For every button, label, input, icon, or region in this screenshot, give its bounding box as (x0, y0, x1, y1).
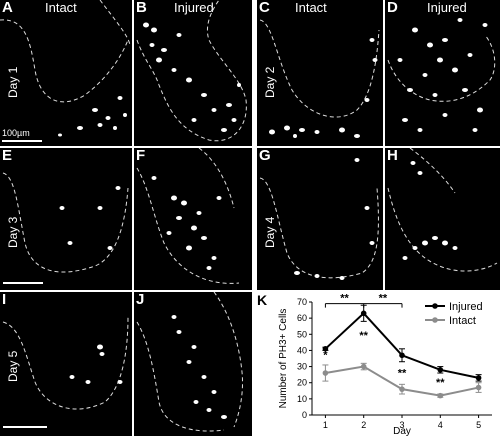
y-tick-label: 30 (297, 362, 307, 372)
data-point (360, 363, 367, 370)
y-tick-label: 70 (297, 297, 307, 307)
y-axis-label: Number of PH3+ Cells (278, 309, 289, 409)
panel-label: I (2, 292, 7, 308)
column-title: Intact (295, 0, 327, 15)
tissue-outline (136, 148, 240, 284)
y-tick-label: 0 (302, 410, 307, 420)
y-tick-label: 60 (297, 313, 307, 323)
panel-b: B Injured (134, 0, 252, 146)
day-label: Day 5 (6, 350, 20, 382)
y-tick-label: 40 (297, 345, 307, 355)
day-label: Day 2 (263, 66, 277, 98)
panel-a: A Intact Day 1 100µm (0, 0, 132, 146)
data-point (475, 375, 482, 381)
panel-h: H (385, 148, 500, 290)
x-axis-label: Day (393, 426, 411, 436)
significance-marker: * (323, 350, 328, 362)
chart-panel-k: K 0 10 20 30 40 50 60 70 1 2 3 4 5 Day Number of PH3+ C… (257, 292, 500, 437)
y-tick-label: 50 (297, 329, 307, 339)
tissue-outline (259, 158, 379, 280)
scale-bar (2, 140, 42, 142)
scale-bar (3, 282, 43, 284)
panel-label: C (259, 0, 270, 16)
data-point (475, 384, 482, 391)
column-title: Injured (174, 0, 214, 15)
tissue-outline (0, 0, 131, 137)
data-point (322, 346, 329, 352)
panel-label: D (387, 0, 398, 16)
y-tick-label: 10 (297, 394, 307, 404)
day-label: Day 4 (263, 216, 277, 248)
panel-d: D Injured (385, 0, 500, 146)
tissue-outline (2, 172, 129, 273)
tissue-outline (136, 292, 243, 432)
panel-label: J (136, 292, 145, 308)
scale-label: 100µm (2, 128, 30, 138)
line-chart: K 0 10 20 30 40 50 60 70 1 2 3 4 5 Day Number of PH3+ C… (257, 292, 492, 437)
tissue-outline (2, 316, 129, 410)
data-point (399, 386, 405, 392)
tissue-outline (387, 148, 498, 272)
x-tick-label: 4 (438, 420, 443, 430)
data-point (437, 367, 444, 373)
significance-marker: ** (436, 377, 445, 389)
panel-e: E Day 3 (0, 148, 132, 290)
panel-c: C Intact Day 2 (257, 0, 383, 146)
panel-i: I Day 5 (0, 292, 132, 436)
day-label: Day 1 (6, 66, 20, 98)
panel-label: E (2, 148, 13, 164)
bracket-label: ** (379, 293, 388, 305)
day-label: Day 3 (6, 216, 20, 248)
panel-label: H (387, 148, 398, 164)
legend-label: Injured (449, 301, 483, 313)
y-tick-label: 20 (297, 378, 307, 388)
x-tick-label: 3 (399, 420, 404, 430)
data-point (399, 352, 405, 359)
legend-label: Intact (449, 315, 476, 327)
bracket-label: ** (340, 293, 349, 305)
panel-label: G (259, 148, 271, 164)
tissue-outline (387, 18, 496, 132)
panel-label: B (136, 0, 147, 16)
tissue-outline (136, 0, 247, 142)
x-tick-label: 2 (361, 420, 366, 430)
data-point (437, 392, 444, 399)
panel-f: F (134, 148, 252, 290)
data-point (360, 310, 367, 317)
significance-marker: ** (359, 330, 368, 342)
x-tick-label: 1 (323, 420, 328, 430)
panel-label: K (257, 292, 267, 308)
legend-marker (432, 317, 438, 323)
tissue-outline (259, 19, 380, 138)
panel-j: J (134, 292, 252, 436)
scale-bar (3, 426, 47, 428)
column-title: Injured (427, 0, 467, 15)
x-tick-label: 5 (476, 420, 481, 430)
panel-g: G Day 4 (257, 148, 383, 290)
column-title: Intact (45, 0, 77, 15)
panel-label: F (136, 148, 146, 164)
data-point (322, 370, 329, 376)
panel-label: A (2, 0, 13, 16)
legend-marker (432, 303, 438, 309)
significance-marker: ** (398, 367, 407, 379)
